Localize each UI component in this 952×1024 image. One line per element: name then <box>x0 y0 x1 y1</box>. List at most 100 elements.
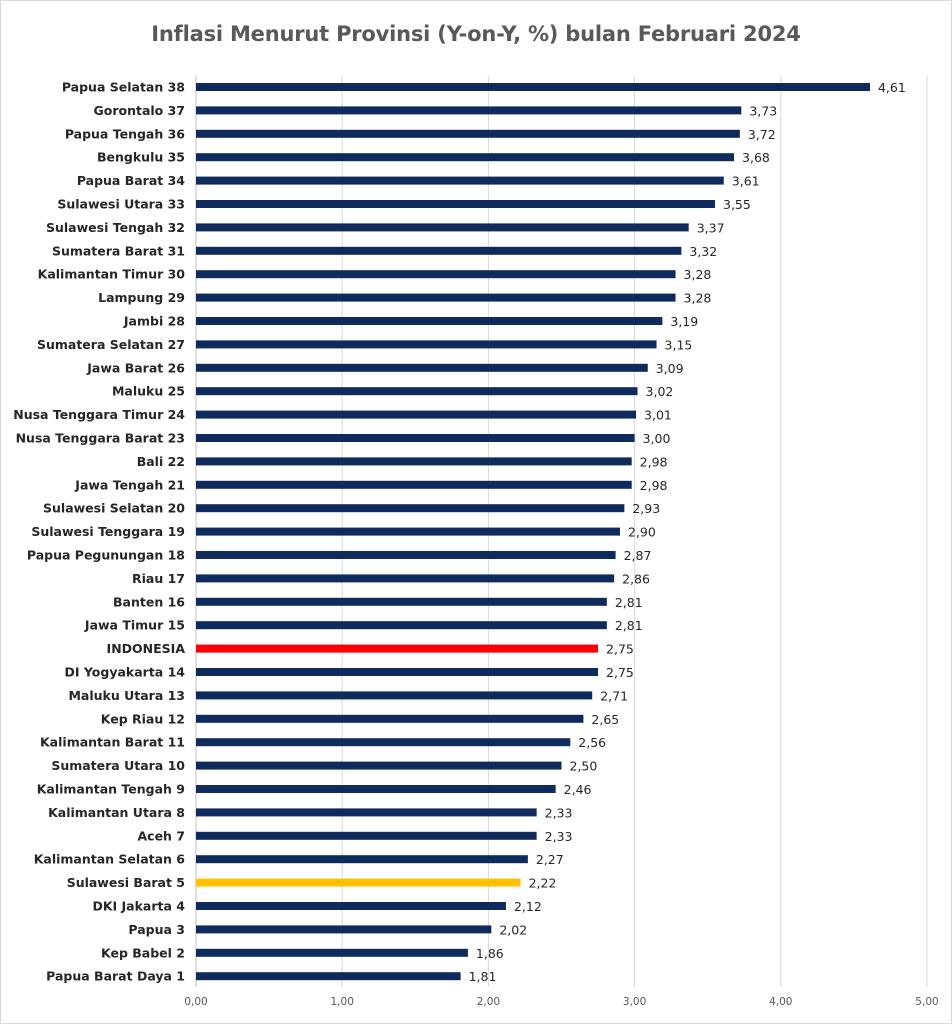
bar <box>196 527 620 536</box>
data-label: 2,27 <box>536 852 564 867</box>
bar <box>196 434 635 442</box>
data-label: 3,28 <box>684 267 712 282</box>
bar <box>196 714 584 723</box>
data-label: 2,87 <box>624 548 652 563</box>
category-label: Jawa Tengah 21 <box>74 477 185 492</box>
data-label: 2,46 <box>564 782 592 797</box>
category-label: Sulawesi Utara 33 <box>57 197 185 212</box>
bar <box>196 761 562 770</box>
category-label: DI Yogyakarta 14 <box>65 665 186 680</box>
data-label: 2,33 <box>545 805 573 820</box>
data-label: 2,65 <box>591 712 619 727</box>
x-tick-label: 2,00 <box>477 996 500 1008</box>
bar <box>196 785 556 793</box>
bar <box>196 597 607 606</box>
category-label: Banten 16 <box>113 594 185 609</box>
data-label: 3,19 <box>670 314 698 329</box>
bar <box>196 200 716 208</box>
category-label: Sumatera Utara 10 <box>51 758 185 773</box>
x-tick-label: 1,00 <box>331 996 354 1008</box>
category-label: Sulawesi Selatan 20 <box>43 501 185 516</box>
category-label: Gorontalo 37 <box>93 103 185 118</box>
bar <box>196 574 615 583</box>
category-label: Maluku 25 <box>112 384 185 399</box>
data-label: 1,81 <box>469 969 497 984</box>
bar <box>196 129 740 138</box>
bar <box>196 457 632 466</box>
bar <box>196 738 571 747</box>
category-label: Sumatera Barat 31 <box>52 243 185 258</box>
bar <box>196 902 506 910</box>
category-label: Sulawesi Tenggara 19 <box>31 524 185 539</box>
data-label: 2,86 <box>622 571 650 586</box>
data-label: 3,55 <box>723 197 751 212</box>
data-label: 2,56 <box>578 735 606 750</box>
category-label: Aceh 7 <box>137 828 185 843</box>
category-label: Maluku Utara 13 <box>68 688 185 703</box>
category-label: Lampung 29 <box>98 290 185 305</box>
data-label: 2,12 <box>514 899 542 914</box>
bar <box>196 270 676 279</box>
bar <box>196 855 528 864</box>
data-label: 3,01 <box>644 408 672 423</box>
category-label: DKI Jakarta 4 <box>92 899 185 914</box>
bar <box>196 106 742 115</box>
bar <box>196 153 735 162</box>
category-label: Papua 3 <box>128 922 185 937</box>
data-label: 2,81 <box>615 595 643 610</box>
bar <box>196 925 492 934</box>
category-label: Bali 22 <box>137 454 185 469</box>
data-label: 2,81 <box>615 618 643 633</box>
x-tick-label: 5,00 <box>915 996 938 1008</box>
data-label: 3,32 <box>689 244 717 259</box>
bar <box>196 948 468 957</box>
category-label: Kep Babel 2 <box>101 945 185 960</box>
bar <box>196 644 599 653</box>
category-label: Papua Barat 34 <box>77 173 185 188</box>
category-label: Riau 17 <box>132 571 185 586</box>
bar <box>196 621 607 630</box>
data-label: 2,33 <box>545 829 573 844</box>
data-label: 2,75 <box>606 642 634 657</box>
data-label: 3,09 <box>656 361 684 376</box>
data-label: 2,22 <box>529 876 557 891</box>
x-tick-label: 3,00 <box>623 996 646 1008</box>
data-label: 3,00 <box>643 431 671 446</box>
bar <box>196 504 625 513</box>
category-label: INDONESIA <box>107 641 186 656</box>
bar <box>196 246 682 255</box>
category-label: Nusa Tenggara Timur 24 <box>13 407 185 422</box>
category-label: Sulawesi Tengah 32 <box>46 220 185 235</box>
category-label: Jambi 28 <box>123 314 185 329</box>
data-label: 2,71 <box>600 688 628 703</box>
bar <box>196 972 461 981</box>
bar <box>196 363 648 372</box>
bar <box>196 340 657 349</box>
data-label: 2,90 <box>628 525 656 540</box>
category-label: Kalimantan Utara 8 <box>48 805 185 820</box>
category-label: Papua Barat Daya 1 <box>46 969 185 984</box>
bar <box>196 83 870 91</box>
category-label: Jawa Barat 26 <box>86 360 185 375</box>
data-label: 1,86 <box>476 946 504 961</box>
bar <box>196 410 637 419</box>
category-label: Kalimantan Tengah 9 <box>37 782 185 797</box>
data-label: 2,50 <box>570 759 598 774</box>
category-label: Kep Riau 12 <box>101 711 185 726</box>
bar <box>196 551 616 559</box>
data-label: 3,72 <box>748 127 776 142</box>
bar <box>196 831 537 840</box>
x-tick-label: 4,00 <box>769 996 792 1008</box>
category-label: Sulawesi Barat 5 <box>67 875 185 890</box>
data-label: 2,75 <box>606 665 634 680</box>
category-label: Kalimantan Timur 30 <box>38 267 186 282</box>
chart-title: Inflasi Menurut Provinsi (Y-on-Y, %) bul… <box>151 22 801 46</box>
bar <box>196 808 537 817</box>
bar <box>196 668 599 676</box>
category-label: Papua Selatan 38 <box>62 80 185 95</box>
data-label: 2,93 <box>632 501 660 516</box>
data-label: 3,61 <box>732 174 760 189</box>
data-label: 3,15 <box>665 337 693 352</box>
data-label: 2,98 <box>640 454 668 469</box>
data-label: 3,68 <box>742 150 770 165</box>
